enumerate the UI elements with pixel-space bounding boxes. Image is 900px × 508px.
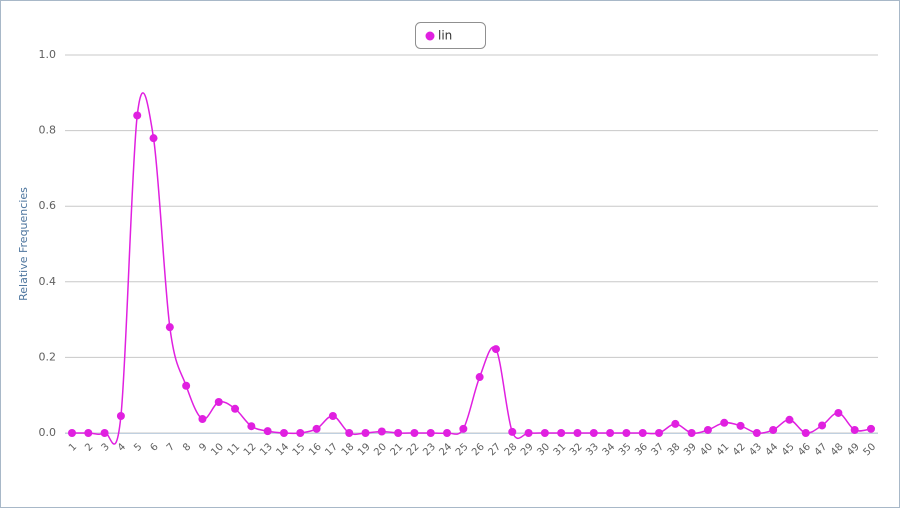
data-point	[508, 427, 517, 436]
y-tick-label: 0.6	[39, 199, 57, 212]
data-point	[622, 429, 631, 437]
y-tick-label: 1.0	[39, 48, 57, 61]
data-point	[182, 381, 191, 390]
data-point	[818, 421, 827, 430]
data-point	[769, 425, 778, 434]
data-point	[573, 429, 582, 437]
data-point	[655, 429, 664, 437]
data-point	[671, 419, 680, 428]
data-point	[850, 425, 859, 434]
y-tick-label: 0.8	[39, 124, 57, 137]
data-point	[638, 429, 647, 437]
data-point	[687, 429, 696, 437]
data-point	[540, 429, 549, 437]
data-point	[198, 415, 207, 424]
data-point	[377, 427, 386, 436]
data-point	[328, 411, 337, 420]
data-point	[703, 425, 712, 434]
data-point	[214, 398, 223, 407]
data-point	[443, 429, 452, 437]
series-line	[71, 92, 872, 445]
data-point	[867, 424, 875, 433]
legend: lin	[415, 22, 486, 49]
data-point	[116, 411, 125, 420]
data-point	[133, 111, 142, 120]
data-point	[524, 429, 533, 437]
data-point	[247, 422, 256, 431]
y-tick-label: 0.0	[39, 426, 57, 439]
y-tick-label: 0.2	[39, 350, 57, 363]
data-point	[68, 429, 76, 437]
y-axis-title: Relative Frequencies	[17, 187, 30, 301]
data-point	[345, 429, 354, 437]
data-point	[296, 429, 305, 437]
data-point	[312, 424, 321, 433]
data-point	[720, 418, 729, 427]
y-tick-label: 0.4	[39, 275, 57, 288]
data-point	[165, 323, 174, 332]
data-point	[606, 429, 615, 437]
data-point	[557, 429, 566, 437]
legend-marker	[425, 31, 435, 41]
data-point	[459, 424, 468, 433]
data-point	[361, 429, 370, 437]
data-point	[231, 404, 240, 413]
data-point	[410, 429, 419, 437]
data-point	[100, 429, 109, 437]
data-point	[589, 429, 598, 437]
data-point	[84, 429, 93, 437]
data-point	[801, 429, 810, 437]
data-point	[752, 429, 761, 437]
data-point	[279, 429, 288, 437]
data-point	[491, 345, 500, 354]
data-point	[834, 408, 843, 417]
data-point	[426, 429, 435, 437]
data-point	[263, 427, 272, 436]
legend-box	[415, 22, 486, 49]
data-point	[475, 373, 484, 382]
data-point	[736, 421, 745, 430]
legend-label: lin	[438, 29, 452, 43]
data-point	[785, 415, 794, 424]
data-point	[394, 429, 403, 437]
data-point	[149, 134, 158, 143]
